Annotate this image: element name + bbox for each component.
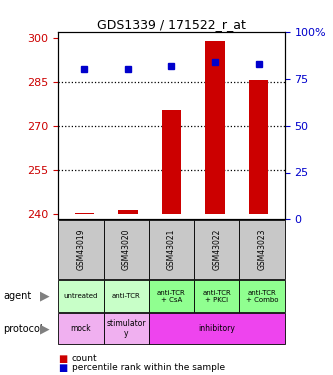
Bar [194, 280, 239, 312]
Bar [149, 313, 285, 344]
Text: count: count [72, 354, 97, 363]
Bar [194, 220, 239, 279]
Bar [149, 280, 194, 312]
Text: GSM43022: GSM43022 [212, 229, 221, 270]
Text: stimulator
y: stimulator y [107, 319, 146, 338]
Bar [249, 80, 268, 213]
Text: ▶: ▶ [40, 322, 50, 335]
Bar [58, 220, 104, 279]
Text: GSM43019: GSM43019 [76, 229, 86, 270]
Bar [239, 280, 285, 312]
Text: GSM43020: GSM43020 [122, 229, 131, 270]
Bar [205, 40, 225, 213]
Bar [149, 220, 194, 279]
Text: percentile rank within the sample: percentile rank within the sample [72, 363, 225, 372]
Text: inhibitory: inhibitory [198, 324, 235, 333]
Bar [239, 220, 285, 279]
Bar [104, 220, 149, 279]
Text: protocol: protocol [3, 324, 43, 333]
Bar [58, 280, 104, 312]
Text: ■: ■ [58, 363, 68, 372]
Text: anti-TCR
+ CsA: anti-TCR + CsA [157, 290, 186, 303]
Text: agent: agent [3, 291, 32, 301]
Bar [118, 210, 138, 213]
Bar [162, 110, 181, 213]
Text: anti-TCR
+ PKCi: anti-TCR + PKCi [202, 290, 231, 303]
Text: mock: mock [71, 324, 91, 333]
Bar [104, 313, 149, 344]
Text: GSM43021: GSM43021 [167, 229, 176, 270]
Bar [104, 280, 149, 312]
Text: untreated: untreated [64, 293, 98, 299]
Bar [58, 313, 104, 344]
Text: GSM43023: GSM43023 [257, 229, 267, 270]
Text: ■: ■ [58, 354, 68, 364]
Text: anti-TCR: anti-TCR [112, 293, 141, 299]
Title: GDS1339 / 171522_r_at: GDS1339 / 171522_r_at [97, 18, 246, 31]
Text: ▶: ▶ [40, 290, 50, 303]
Text: anti-TCR
+ Combo: anti-TCR + Combo [246, 290, 278, 303]
